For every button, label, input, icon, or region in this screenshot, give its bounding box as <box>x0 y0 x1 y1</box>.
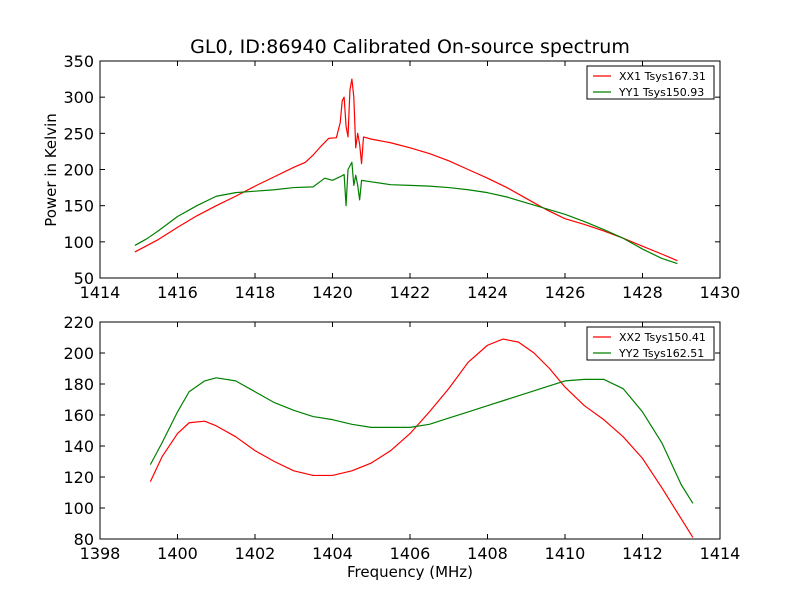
y-tick-label: 160 <box>63 406 94 425</box>
plots-container: 1414 1416 1418 1420 1422 1424 1426 1428 1430 50 10… <box>63 52 740 563</box>
y-tick-label: 50 <box>74 269 94 288</box>
y-tick-label: 220 <box>63 313 94 332</box>
x-tick-label: 1420 <box>312 283 353 302</box>
y-tick-label: 250 <box>63 124 94 143</box>
series-line-1 <box>149 338 694 538</box>
legend: XX1 Tsys167.31 YY1 Tsys150.93 <box>586 65 715 100</box>
x-tick-label: 1430 <box>700 283 741 302</box>
x-tick-label: 1414 <box>80 283 121 302</box>
y-tick-label: 120 <box>63 468 94 487</box>
y-tick-label: 140 <box>63 437 94 456</box>
x-tick-label: 1408 <box>467 544 508 563</box>
legend-label-1: XX1 Tsys167.31 <box>619 70 706 83</box>
legend-label-2: YY1 Tsys150.93 <box>618 86 704 99</box>
y-axis-label: Power in Kelvin <box>42 113 60 227</box>
series-line-2 <box>149 377 694 504</box>
chart-2: 1398 1400 1402 1404 1406 1408 1410 1412 1414 80 10… <box>63 313 740 563</box>
x-tick-label: 1426 <box>545 283 586 302</box>
x-tick-label: 1402 <box>235 544 276 563</box>
x-tick-label: 1398 <box>80 544 121 563</box>
y-tick-label: 100 <box>63 233 94 252</box>
x-tick-label: 1412 <box>622 544 663 563</box>
y-tick-label: 200 <box>63 344 94 363</box>
y-tick-label: 100 <box>63 499 94 518</box>
legend: XX2 Tsys150.41 YY2 Tsys162.51 <box>586 326 715 361</box>
figure-title: GL0, ID:86940 Calibrated On-source spect… <box>190 36 630 58</box>
chart-1: 1414 1416 1418 1420 1422 1424 1426 1428 1430 50 10… <box>63 52 740 302</box>
legend-label-2: YY2 Tsys162.51 <box>618 347 704 360</box>
y-tick-label: 200 <box>63 161 94 180</box>
y-tick-label: 350 <box>63 52 94 71</box>
y-tick-label: 80 <box>74 530 94 549</box>
series-line-2 <box>134 161 678 265</box>
x-tick-label: 1400 <box>157 544 198 563</box>
x-tick-label: 1410 <box>545 544 586 563</box>
x-tick-label: 1424 <box>467 283 508 302</box>
x-tick-label: 1428 <box>622 283 663 302</box>
x-tick-label: 1418 <box>235 283 276 302</box>
x-tick-label: 1422 <box>390 283 431 302</box>
legend-label-1: XX2 Tsys150.41 <box>619 331 706 344</box>
y-tick-label: 300 <box>63 88 94 107</box>
x-tick-label: 1406 <box>390 544 431 563</box>
x-tick-label: 1416 <box>157 283 198 302</box>
y-tick-label: 180 <box>63 375 94 394</box>
x-tick-label: 1404 <box>312 544 353 563</box>
x-tick-label: 1414 <box>700 544 741 563</box>
y-tick-label: 150 <box>63 197 94 216</box>
x-axis-label: Frequency (MHz) <box>347 563 473 581</box>
legend-box <box>586 326 715 361</box>
legend-box <box>586 65 715 100</box>
